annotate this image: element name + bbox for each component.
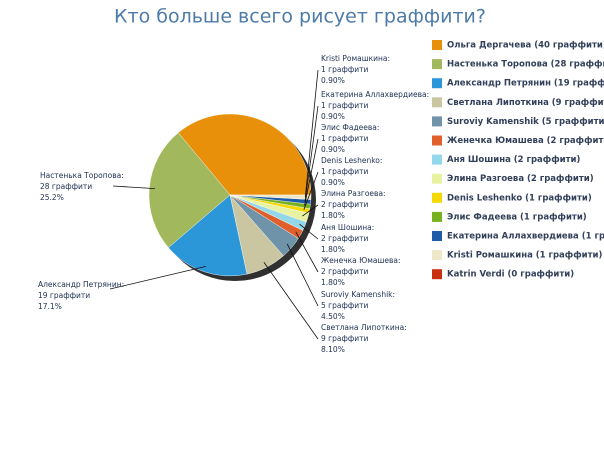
- pie-slice: [168, 194, 248, 277]
- callout-label: 1 граффити: [321, 134, 369, 143]
- leader-line: [304, 105, 319, 202]
- callout-label: 1 граффити: [321, 65, 369, 74]
- legend-label: Женечка Юмашева (2 граффити): [447, 136, 604, 146]
- callout-label: Denis Leshenko:: [321, 156, 382, 165]
- callout-label: Kristi Ромашкина:: [321, 54, 390, 63]
- chart-title: Кто больше всего рисует граффити?: [114, 6, 486, 28]
- callout-label: 19 граффити: [38, 291, 90, 300]
- callout-label: Александр Петрянин:: [38, 280, 124, 289]
- legend-swatch: [432, 59, 442, 70]
- legend-swatch: [432, 135, 442, 146]
- callout-label: 28 граффити: [40, 182, 92, 191]
- callout-label: Элис Фадеева:: [321, 123, 379, 132]
- callout-label: 2 граффити: [321, 267, 369, 276]
- legend-label: Ольга Дергачева (40 граффити): [447, 41, 604, 51]
- callout-label: 0.90%: [321, 112, 345, 121]
- legend-swatch: [432, 116, 442, 127]
- leader-line: [304, 69, 319, 198]
- leader-line: [109, 265, 207, 290]
- legend-label: Светлана Липоткина (9 граффити): [447, 98, 604, 108]
- callout-label: 2 граффити: [321, 200, 369, 209]
- legend-swatch: [432, 173, 442, 184]
- callout-label: 2 граффити: [321, 234, 369, 243]
- legend-label: Александр Петрянин (19 граффити): [447, 79, 604, 89]
- callout-label: 0.90%: [321, 76, 345, 85]
- leader-line: [286, 243, 319, 307]
- leader-line: [302, 204, 319, 217]
- legend-swatch: [432, 154, 442, 165]
- callout-label: Аня Шошина:: [321, 223, 374, 232]
- callout-label: 9 граффити: [321, 334, 369, 343]
- callout-label: Настенька Торопова:: [40, 171, 124, 180]
- legend-swatch: [432, 250, 442, 261]
- callout-label: Екатерина Аллахвердиева:: [321, 90, 429, 99]
- leader-line: [299, 223, 319, 240]
- leader-line: [295, 231, 319, 273]
- callout-label: Suroviy Kamenshik:: [321, 290, 395, 299]
- legend-swatch: [432, 78, 442, 89]
- callout-label: 1 граффити: [321, 101, 369, 110]
- leader-line: [263, 262, 319, 340]
- leader-line: [303, 171, 319, 210]
- callout-label: 1 граффити: [321, 167, 369, 176]
- legend-swatch: [432, 40, 442, 50]
- legend-label: Элина Разгоева (2 граффити): [447, 174, 594, 184]
- callout-label: 5 граффити: [321, 301, 369, 310]
- callout-label: Элина Разгоева:: [321, 189, 386, 198]
- leader-line: [112, 185, 155, 190]
- callout-label: 25.2%: [40, 193, 64, 202]
- legend-swatch: [432, 97, 442, 108]
- callout-label: 1.80%: [321, 278, 345, 287]
- callout-label: 17.1%: [38, 302, 62, 311]
- pie-slice: [177, 113, 312, 196]
- callout-label: 4.50%: [321, 312, 345, 321]
- legend-label: Katrin Verdi (0 граффити): [447, 270, 574, 280]
- callout-label: Женечка Юмашева:: [321, 256, 401, 265]
- callout-label: 0.90%: [321, 178, 345, 187]
- legend-swatch: [432, 269, 442, 280]
- callout-label: 1.80%: [321, 245, 345, 254]
- callout-label: 0.90%: [321, 145, 345, 154]
- callout-label: 8.10%: [321, 345, 345, 354]
- leader-line: [304, 138, 319, 206]
- legend-label: Элис Фадеева (1 граффити): [447, 212, 587, 222]
- pie-slice: [229, 194, 312, 200]
- callout-label: Светлана Липоткина:: [321, 323, 407, 332]
- legend-label: Suroviy Kamenshik (5 граффити): [447, 117, 604, 127]
- legend-label: Настенька Торопова (28 граффити): [447, 60, 604, 70]
- legend-swatch: [432, 231, 442, 241]
- legend-label: Аня Шошина (2 граффити): [447, 155, 580, 165]
- legend-label: Екатерина Аллахвердиева (1 граффити): [447, 232, 604, 242]
- callout-label: 1.80%: [321, 211, 345, 220]
- legend-label: Denis Leshenko (1 граффити): [447, 193, 592, 203]
- legend-swatch: [432, 211, 442, 222]
- legend-swatch: [432, 192, 442, 203]
- legend-label: Kristi Ромашкина (1 граффити): [447, 251, 602, 261]
